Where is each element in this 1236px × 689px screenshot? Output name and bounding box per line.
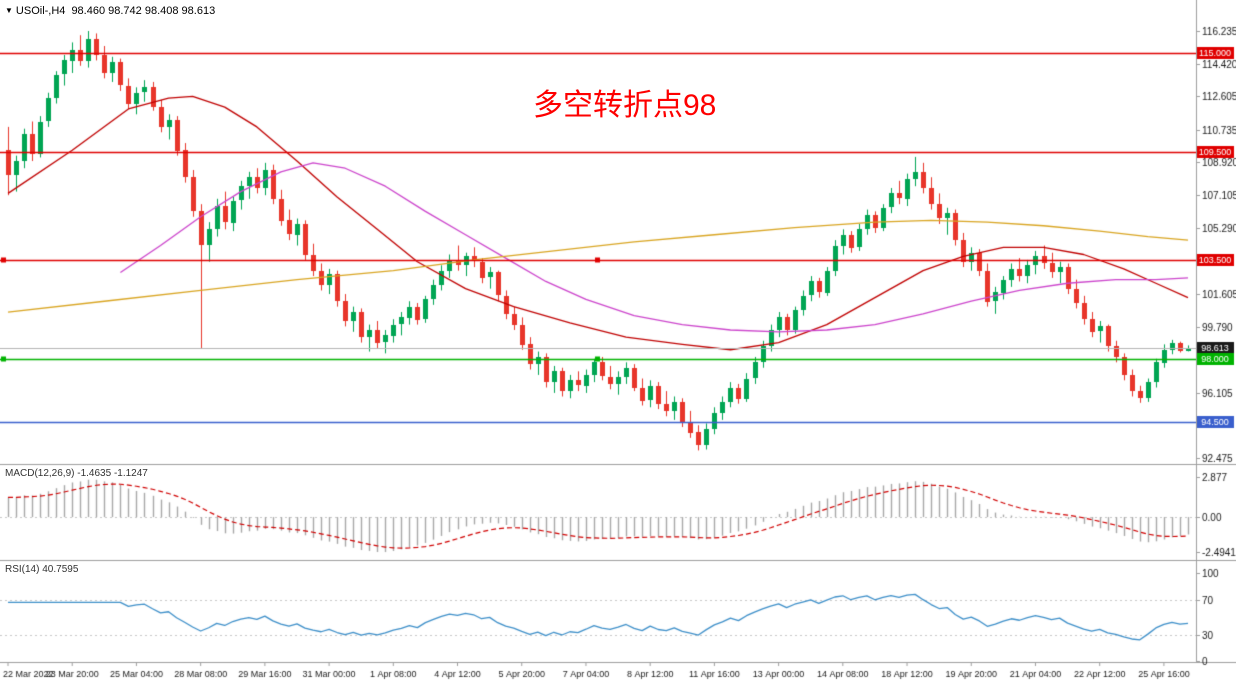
- macd-indicator-label: MACD(12,26,9) -1.4635 -1.1247: [5, 468, 148, 479]
- symbol-info-line: ▼ USOil-,H4 98.460 98.742 98.408 98.613: [5, 5, 215, 17]
- symbol-name: USOil-,H4: [15, 5, 66, 17]
- chevron-down-icon[interactable]: ▼: [5, 6, 13, 15]
- rsi-indicator-label: RSI(14) 40.7595: [5, 564, 79, 575]
- annotation-text-object[interactable]: 多空转折点98: [533, 89, 717, 122]
- ohlc-values: 98.460 98.742 98.408 98.613: [71, 5, 216, 17]
